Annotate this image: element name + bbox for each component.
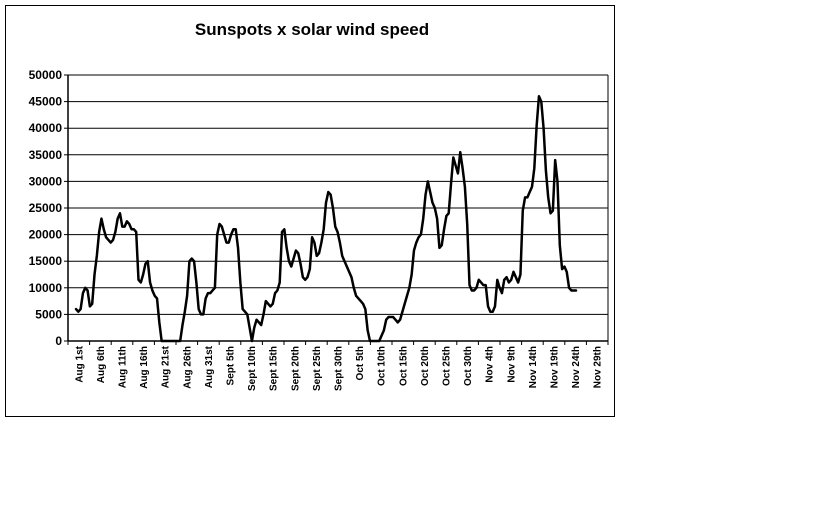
x-tick-label: Aug 6th [96, 346, 107, 383]
x-tick-label: Aug 11th [118, 346, 129, 388]
x-tick-label: Oct 5th [355, 346, 366, 380]
grid-lines [68, 74, 608, 342]
y-tick-label: 30000 [29, 174, 63, 188]
chart-title: Sunspots x solar wind speed [195, 20, 429, 39]
x-tick-label: Sept 5th [226, 346, 237, 385]
x-tick-label: Oct 30th [463, 346, 474, 386]
x-tick-label: Aug 31st [204, 345, 215, 388]
x-axis-tick-labels: Aug 1st Aug 6th Aug 11th Aug 16th Aug 21st Au… [74, 345, 603, 391]
axes [64, 74, 609, 345]
x-tick-label: Sept 15th [269, 346, 280, 391]
x-tick-label: Nov 29th [593, 346, 604, 388]
y-tick-label: 15000 [29, 254, 63, 268]
x-tick-label: Oct 20th [420, 346, 431, 386]
x-tick-label: Nov 14th [528, 346, 539, 388]
x-tick-label: Nov 4th [485, 346, 496, 383]
x-tick-label: Aug 1st [74, 345, 85, 382]
x-tick-label: Aug 26th [182, 346, 193, 389]
y-tick-label: 25000 [29, 201, 63, 215]
y-tick-label: 40000 [29, 121, 63, 135]
x-tick-label: Aug 16th [139, 346, 150, 389]
x-tick-label: Oct 10th [377, 346, 388, 386]
y-tick-label: 50000 [29, 68, 63, 82]
y-tick-label: 45000 [29, 95, 63, 109]
x-tick-label: Nov 24th [571, 346, 582, 388]
x-tick-label: Oct 25th [442, 346, 453, 386]
y-tick-label: 10000 [29, 281, 63, 295]
y-tick-label: 0 [55, 334, 62, 348]
x-tick-label: Nov 9th [506, 346, 517, 383]
x-tick-label: Nov 19th [550, 346, 561, 388]
x-tick-label: Sept 10th [247, 346, 258, 391]
x-tick-label: Aug 21st [161, 345, 172, 388]
y-axis-tick-labels: 0 5000 10000 15000 20000 25000 30000 35000 40000… [29, 68, 63, 348]
chart-svg: Sunspots x solar wind speed 0 5000 10000 15… [29, 20, 609, 391]
x-tick-label: Sept 30th [334, 346, 345, 391]
x-tick-label: Oct 15th [398, 346, 409, 386]
y-tick-label: 5000 [35, 307, 62, 321]
y-tick-label: 20000 [29, 228, 63, 242]
x-tick-label: Sept 25th [312, 346, 323, 391]
series-line [74, 95, 578, 343]
chart-frame: Sunspots x solar wind speed 0 5000 10000 15… [5, 5, 615, 417]
x-tick-label: Sept 20th [290, 346, 301, 391]
y-tick-label: 35000 [29, 148, 63, 162]
